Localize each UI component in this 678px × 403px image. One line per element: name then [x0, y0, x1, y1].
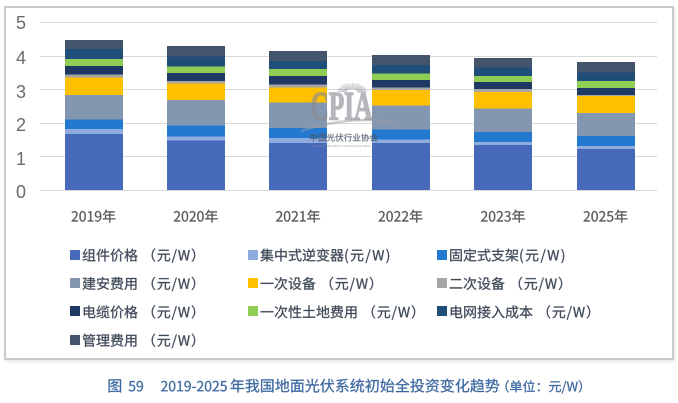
- svg-text:CPIA: CPIA: [311, 85, 373, 129]
- svg-text:China Photovoltaic Industry As: China Photovoltaic Industry Association: [313, 144, 371, 148]
